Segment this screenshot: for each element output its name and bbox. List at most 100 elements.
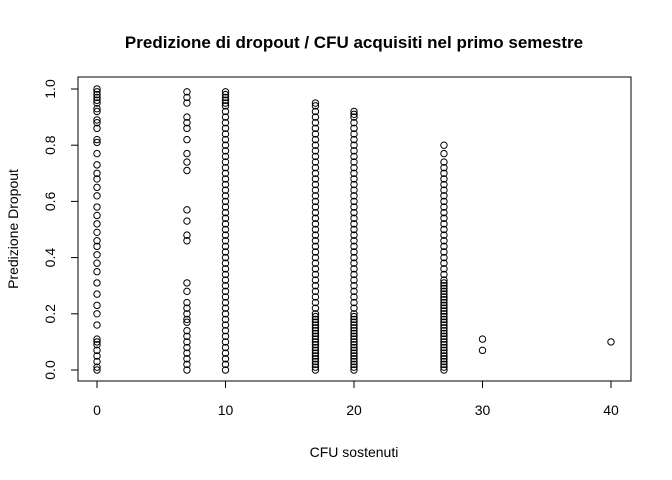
data-point (311, 158, 320, 166)
data-point (350, 124, 358, 133)
data-point (311, 352, 320, 360)
data-point (311, 343, 320, 352)
data-point (311, 341, 320, 349)
data-point (350, 338, 358, 346)
data-point (311, 180, 320, 189)
data-point (221, 298, 230, 307)
data-point (350, 329, 358, 338)
data-point (93, 211, 101, 220)
data-point (440, 357, 448, 366)
data-point (221, 282, 230, 290)
data-point (350, 248, 358, 256)
data-point (440, 335, 448, 343)
data-point (350, 158, 358, 166)
data-point (311, 220, 320, 228)
data-point (221, 197, 230, 206)
data-point (221, 124, 230, 133)
data-point (440, 231, 448, 239)
data-point (350, 203, 358, 211)
data-point (221, 220, 230, 228)
data-point (350, 192, 358, 200)
data-point (350, 214, 358, 222)
data-point (311, 270, 320, 279)
data-point (221, 163, 230, 172)
data-point (350, 363, 358, 371)
data-point (350, 315, 358, 324)
data-point (440, 304, 448, 312)
data-points (93, 85, 615, 374)
data-point (183, 93, 191, 102)
data-point (221, 259, 230, 267)
data-point (93, 135, 101, 144)
data-point (221, 321, 230, 329)
data-point (350, 304, 358, 312)
data-point (183, 343, 191, 352)
data-point (221, 99, 230, 107)
data-point (311, 298, 320, 307)
data-point (311, 203, 320, 211)
data-point (350, 119, 358, 127)
data-point (183, 338, 191, 346)
data-point (311, 225, 320, 234)
data-point (93, 267, 101, 276)
data-point (183, 332, 191, 340)
data-point (93, 88, 101, 96)
data-point (350, 357, 358, 366)
data-point (93, 341, 101, 349)
data-point (183, 304, 191, 312)
data-point (350, 186, 358, 194)
data-point (440, 214, 448, 222)
data-point (350, 318, 358, 326)
data-point (440, 343, 448, 352)
data-point (440, 324, 448, 332)
data-point (440, 169, 448, 178)
data-point (93, 104, 101, 113)
data-point (440, 290, 448, 298)
x-tick-label: 10 (218, 402, 234, 418)
data-point (183, 206, 191, 214)
data-point (221, 248, 230, 256)
data-point (221, 88, 230, 96)
data-point (311, 312, 320, 321)
data-point (440, 276, 448, 284)
data-point (350, 324, 358, 332)
data-point (350, 253, 358, 262)
data-point (440, 141, 448, 149)
data-point (311, 152, 320, 161)
data-point (221, 93, 230, 102)
data-point (221, 332, 230, 340)
data-point (440, 163, 448, 172)
data-point (350, 293, 358, 301)
x-tick-label: 40 (603, 402, 619, 418)
data-point (440, 279, 448, 287)
data-point (221, 293, 230, 301)
data-point (221, 343, 230, 352)
data-point (311, 119, 320, 127)
data-point (440, 149, 448, 158)
data-point (440, 284, 448, 293)
data-point (93, 321, 101, 329)
y-tick-label: 1.0 (42, 79, 58, 99)
data-point (311, 357, 320, 366)
data-point (183, 166, 191, 175)
data-point (311, 147, 320, 155)
data-point (221, 169, 230, 178)
data-point (350, 110, 358, 118)
data-point (183, 349, 191, 357)
data-point (440, 192, 448, 200)
data-point (183, 315, 191, 324)
y-tick-label: 0.2 (42, 304, 58, 324)
data-point (221, 304, 230, 312)
data-point (311, 214, 320, 222)
data-point (93, 352, 101, 360)
data-point (350, 270, 358, 279)
data-point (350, 152, 358, 161)
data-point (440, 298, 448, 307)
data-point (350, 130, 358, 138)
data-point (607, 338, 615, 346)
data-point (350, 360, 358, 369)
data-point (311, 366, 320, 374)
data-point (93, 107, 101, 116)
data-point (221, 119, 230, 127)
data-point (440, 312, 448, 321)
